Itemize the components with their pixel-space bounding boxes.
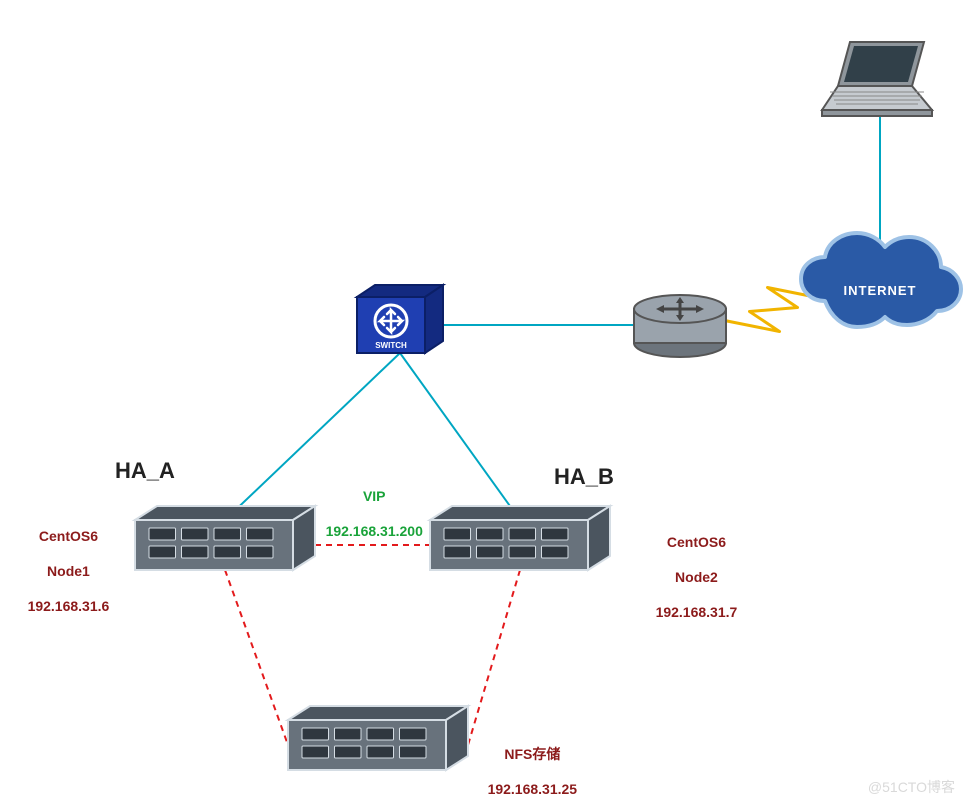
- diagram-svg: INTERNET SWITCH: [0, 0, 963, 803]
- vip-line1: VIP: [363, 488, 386, 504]
- node-a-line3: 192.168.31.6: [28, 598, 110, 614]
- edges-group: [225, 115, 880, 745]
- node-b-line2: Node2: [675, 569, 718, 585]
- watermark-text: @51CTO博客: [868, 777, 955, 797]
- switch-icon: SWITCH: [357, 285, 443, 353]
- ha-b-title: HA_B: [554, 463, 614, 491]
- nfs-label: NFS存储 192.168.31.25: [472, 728, 577, 803]
- edge-A-to-NFS: [225, 570, 288, 745]
- node-b-line3: 192.168.31.7: [656, 604, 738, 620]
- nfs-line2: 192.168.31.25: [488, 781, 578, 797]
- server-b-icon: [430, 506, 610, 570]
- vip-line2: 192.168.31.200: [326, 523, 423, 539]
- edge-B-to-NFS: [468, 570, 520, 745]
- server-nfs-icon: [288, 706, 468, 770]
- laptop-icon: [822, 42, 932, 116]
- node-b-line1: CentOS6: [667, 534, 726, 550]
- switch-label: SWITCH: [375, 341, 407, 350]
- node-a-label: CentOS6 Node1 192.168.31.6: [12, 510, 109, 633]
- internet-cloud-icon: INTERNET: [801, 233, 961, 327]
- nfs-line1: NFS存储: [504, 746, 560, 762]
- node-a-line1: CentOS6: [39, 528, 98, 544]
- vip-label: VIP 192.168.31.200: [310, 470, 423, 558]
- ha-a-title: HA_A: [115, 457, 175, 485]
- server-a-icon: [135, 506, 315, 570]
- internet-label: INTERNET: [844, 283, 917, 298]
- router-icon: [634, 295, 726, 357]
- node-a-line2: Node1: [47, 563, 90, 579]
- node-b-label: CentOS6 Node2 192.168.31.7: [640, 516, 737, 639]
- diagram-stage: INTERNET SWITCH HA_A HA_B VIP 192.168.31.…: [0, 0, 963, 803]
